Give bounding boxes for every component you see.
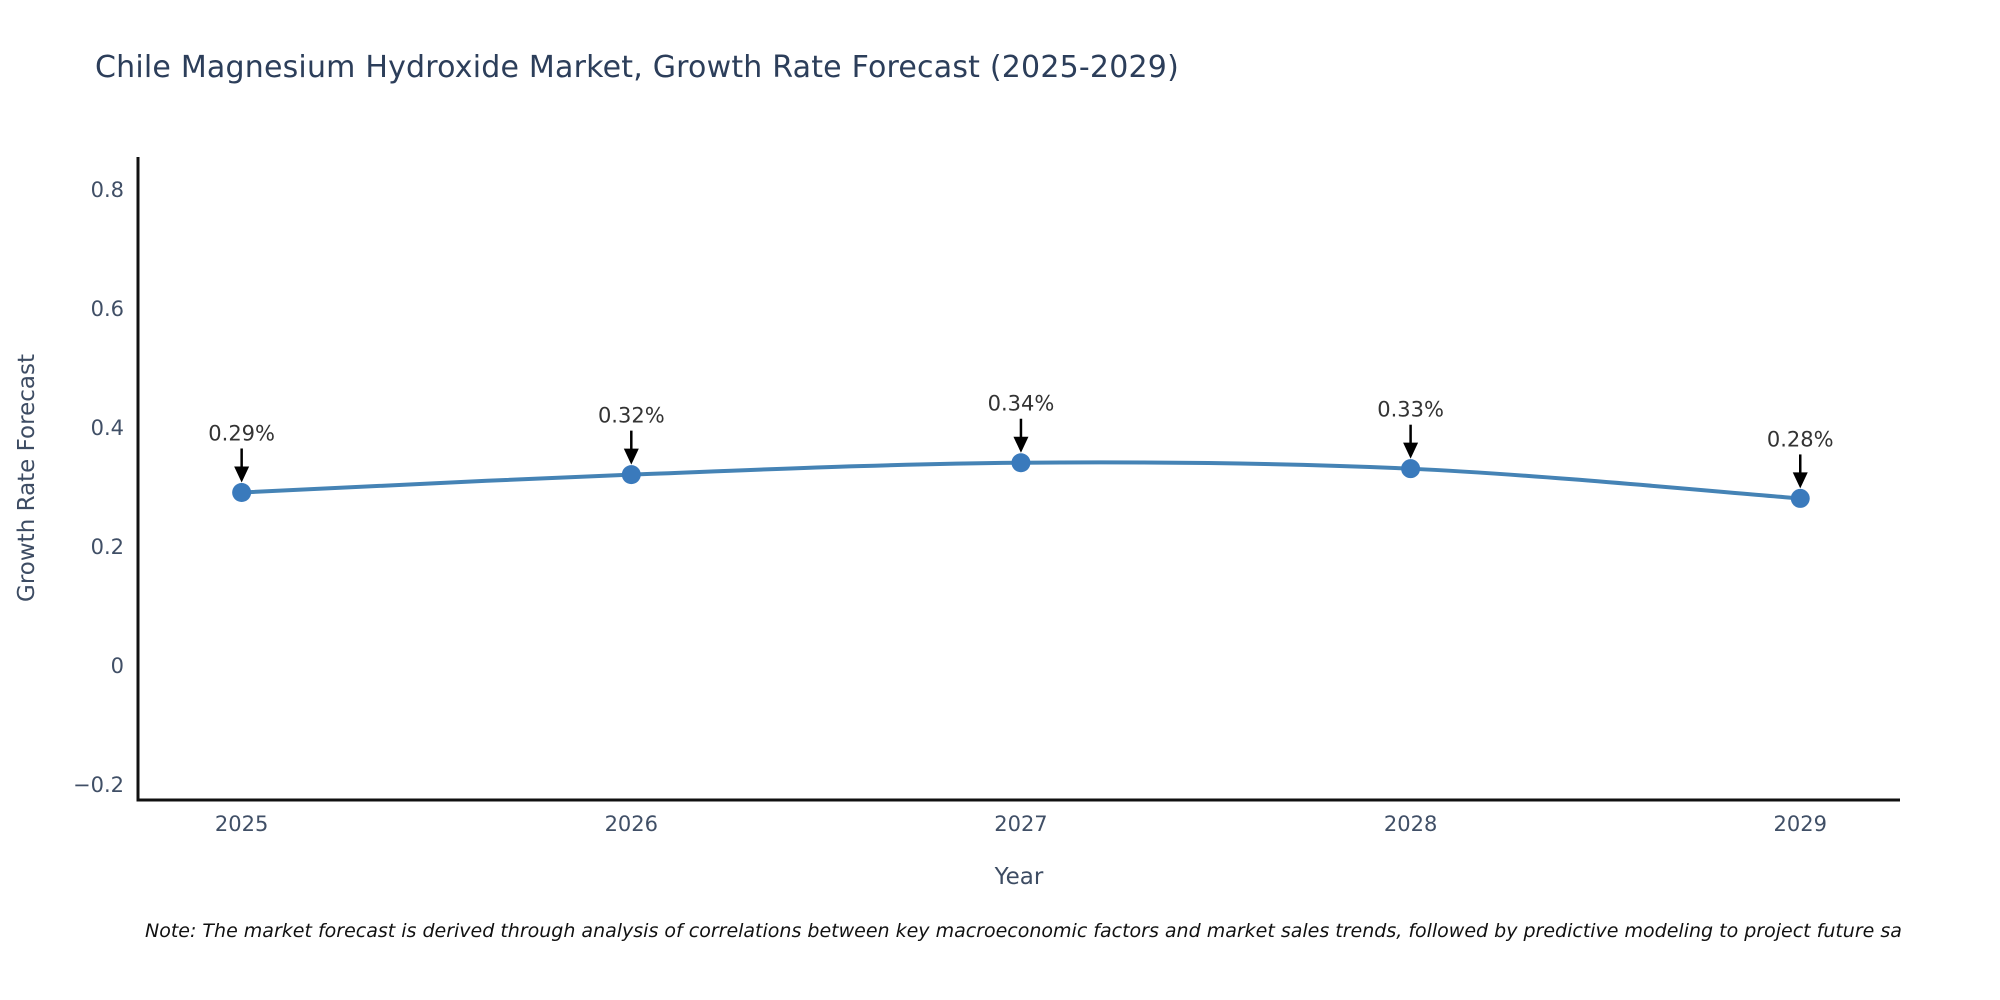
x-tick-labels: 2025 2026 2027 2028 2029 — [215, 812, 1827, 836]
annotation-label: 0.33% — [1377, 398, 1444, 422]
chart-title: Chile Magnesium Hydroxide Market, Growth… — [95, 50, 1179, 85]
x-tick-label: 2026 — [605, 812, 658, 836]
x-tick-label: 2025 — [215, 812, 268, 836]
annotation-label: 0.28% — [1767, 427, 1834, 451]
data-point — [1790, 488, 1810, 508]
point-annotations: 0.29% 0.32% 0.34% 0.33% 0.28% — [208, 392, 1834, 489]
data-point — [621, 465, 641, 485]
axes-spines — [136, 157, 1900, 802]
annotation-arrowhead — [1792, 472, 1808, 489]
annotation-arrowhead — [1403, 442, 1419, 459]
x-tick-label: 2028 — [1384, 812, 1437, 836]
footnote: Note: The market forecast is derived thr… — [145, 920, 1902, 942]
y-axis-title: Growth Rate Forecast — [14, 354, 40, 602]
data-point — [1401, 459, 1421, 479]
y-tick-label: 0.8 — [91, 178, 124, 202]
y-tick-label: 0.2 — [91, 535, 124, 559]
annotation-label: 0.34% — [988, 392, 1055, 416]
annotation-label: 0.29% — [208, 421, 275, 445]
annotation-label: 0.32% — [598, 404, 665, 428]
x-tick-label: 2027 — [994, 812, 1047, 836]
data-point — [232, 482, 252, 502]
x-axis-title: Year — [994, 864, 1044, 890]
y-tick-label: 0.6 — [91, 297, 124, 321]
y-tick-label: −0.2 — [73, 773, 124, 797]
y-tick-labels: −0.2 0 0.2 0.4 0.6 0.8 — [73, 178, 124, 797]
x-tick-label: 2029 — [1774, 812, 1827, 836]
data-point — [1011, 453, 1031, 473]
annotation-arrowhead — [623, 448, 639, 465]
y-tick-label: 0.4 — [91, 416, 124, 440]
data-point-markers — [232, 453, 1810, 508]
y-tick-label: 0 — [111, 654, 124, 678]
annotation-arrowhead — [1013, 436, 1029, 453]
annotation-arrowhead — [234, 466, 250, 483]
